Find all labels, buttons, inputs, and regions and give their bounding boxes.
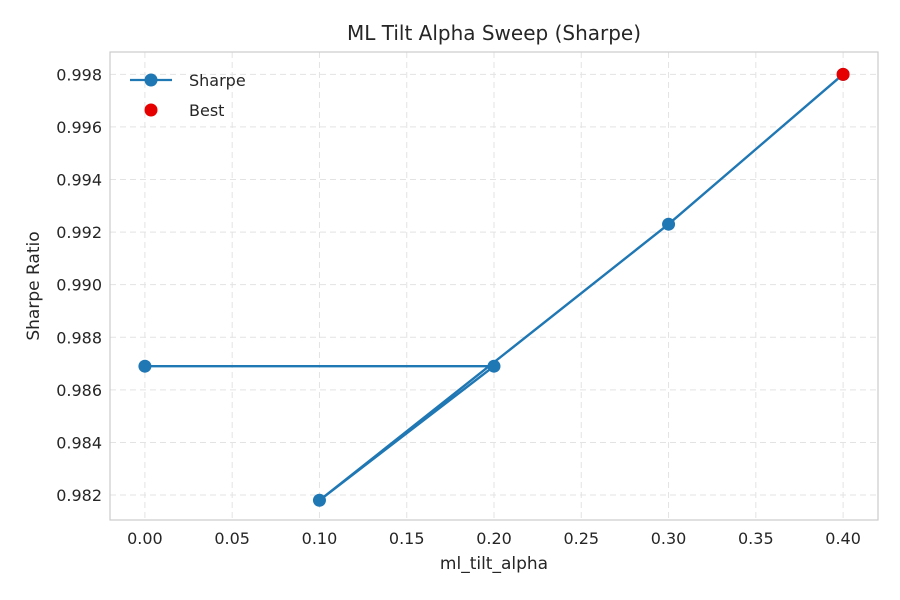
series [138,67,850,507]
ticks: 0.00 0.05 0.10 0.15 0.20 0.25 0.30 0.35 0.40 0.98… [56,65,861,548]
data-point-sharpe [487,359,501,373]
y-tick-label: 0.998 [56,65,102,84]
y-tick-label: 0.984 [56,433,102,452]
y-tick-label: 0.986 [56,381,102,400]
data-point-sharpe [662,217,676,231]
x-tick-label: 0.10 [302,529,338,548]
grid [110,52,878,520]
x-tick-label: 0.00 [127,529,163,548]
y-axis-label: Sharpe Ratio [24,231,44,340]
chart-title: ML Tilt Alpha Sweep (Sharpe) [347,21,641,45]
x-tick-label: 0.20 [476,529,512,548]
y-tick-label: 0.988 [56,328,102,347]
data-point-sharpe [138,359,152,373]
y-tick-label: 0.994 [56,171,102,190]
legend: Sharpe Best [130,71,246,120]
x-tick-label: 0.05 [214,529,250,548]
x-tick-label: 0.30 [651,529,687,548]
x-tick-label: 0.40 [825,529,861,548]
x-tick-label: 0.35 [738,529,774,548]
x-tick-label: 0.15 [389,529,425,548]
legend-best-label: Best [189,101,224,120]
legend-sharpe-label: Sharpe [189,71,246,90]
y-tick-label: 0.990 [56,276,102,295]
best-point [836,67,850,81]
x-axis-label: ml_tilt_alpha [440,554,548,574]
y-tick-label: 0.982 [56,486,102,505]
y-tick-label: 0.992 [56,223,102,242]
y-tick-label: 0.996 [56,118,102,137]
plot-frame [109,51,879,521]
legend-sharpe-marker [144,73,158,87]
legend-best-marker [144,103,158,117]
data-point-sharpe [312,493,326,507]
x-tick-label: 0.25 [563,529,599,548]
